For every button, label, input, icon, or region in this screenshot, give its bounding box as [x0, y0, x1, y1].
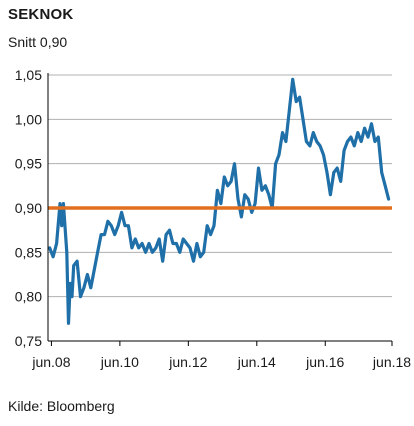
- tick-label-layer: 0,75 0,80 0,85 0,90 0,95 1,00 1,05 jun.08 jun.10…: [15, 67, 412, 370]
- x-tick-label: jun.16: [305, 354, 344, 370]
- y-tick-label: 0,75: [15, 333, 42, 349]
- y-tick-label: 0,95: [15, 156, 42, 172]
- axis-layer: [47, 73, 393, 346]
- chart-title: SEKNOK: [8, 6, 74, 23]
- y-tick-label: 1,05: [15, 67, 42, 83]
- x-tick-label: jun.10: [100, 354, 139, 370]
- chart-subtitle: Snitt 0,90: [8, 34, 68, 50]
- series-line: [48, 77, 391, 325]
- y-tick-label: 0,80: [15, 289, 42, 305]
- y-tick-label: 0,85: [15, 244, 42, 260]
- x-tick-label: jun.12: [168, 354, 207, 370]
- x-tick-label: jun.08: [31, 354, 70, 370]
- x-tick-label: jun.14: [237, 354, 276, 370]
- x-tick-label: jun.18: [372, 354, 411, 370]
- y-tick-label: 1,00: [15, 111, 42, 127]
- grid-layer: [48, 74, 392, 298]
- y-tick-label: 0,90: [15, 200, 42, 216]
- source-note: Kilde: Bloomberg: [8, 398, 115, 414]
- series-layer: [48, 77, 391, 325]
